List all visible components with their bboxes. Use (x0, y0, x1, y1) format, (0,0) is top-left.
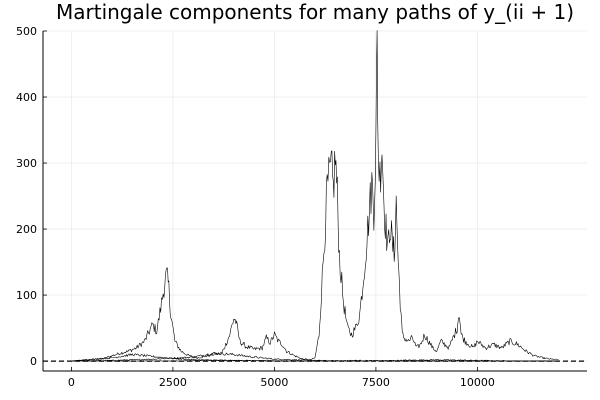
x-tick-label: 0 (68, 376, 75, 389)
grid-layer (43, 30, 587, 371)
x-tick-label: 5000 (260, 376, 288, 389)
y-tick-label: 100 (16, 289, 37, 302)
y-tick-label: 400 (16, 91, 37, 104)
axis-layer (42, 30, 587, 372)
y-tick-label: 500 (16, 25, 37, 38)
chart-title: Martingale components for many paths of … (56, 0, 574, 24)
y-tick-label: 200 (16, 223, 37, 236)
y-tick-label: 300 (16, 157, 37, 170)
x-tick-label: 10000 (460, 376, 495, 389)
x-tick-label: 7500 (362, 376, 390, 389)
x-tick-label: 2500 (159, 376, 187, 389)
series-line-1 (71, 30, 559, 362)
tick-label-layer: 0 2500 5000 7500 10000 0 100 200 300 400 500 (16, 25, 495, 389)
y-tick-label: 0 (30, 355, 37, 368)
